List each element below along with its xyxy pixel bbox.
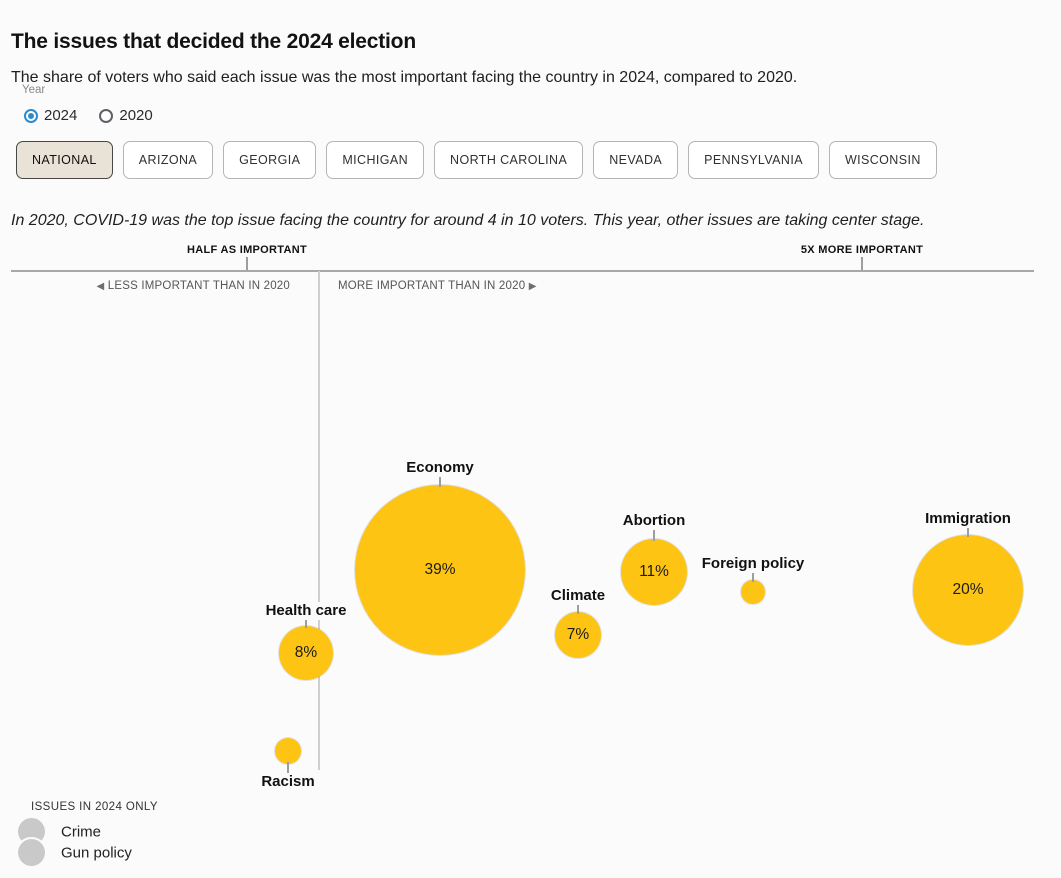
bubble-label-tick-immigration: [967, 528, 969, 537]
region-tab-bar: NATIONAL ARIZONA GEORGIA MICHIGAN NORTH CARO…: [16, 141, 937, 179]
radio-year-2020[interactable]: 2020: [99, 107, 153, 124]
bubble-abortion[interactable]: [621, 539, 687, 605]
radio-label: 2020: [119, 107, 153, 124]
bubble-health-care[interactable]: [279, 626, 333, 680]
bubble-economy[interactable]: [355, 485, 525, 655]
tab-arizona[interactable]: ARIZONA: [122, 141, 214, 179]
x-axis-line: [11, 270, 1034, 272]
bubble-label-abortion: Abortion: [619, 512, 689, 530]
legend-swatch-gun-policy: [18, 839, 45, 866]
page-subtitle: The share of voters who said each issue …: [11, 69, 798, 86]
year-control-label: Year: [22, 84, 46, 96]
page-title: The issues that decided the 2024 electio…: [11, 30, 416, 54]
bubble-label-climate: Climate: [547, 587, 609, 605]
bubble-chart: ◀ LESS IMPORTANT THAN IN 2020 MORE IMPOR…: [0, 230, 1061, 878]
bubble-label-racism: Racism: [258, 773, 318, 791]
baseline-divider: [318, 271, 320, 770]
bubble-value-immigration: 20%: [952, 581, 984, 598]
bubble-label-tick-climate: [577, 605, 579, 614]
bubble-value-climate: 7%: [566, 626, 590, 643]
bubble-label-tick-health-care: [305, 620, 307, 628]
year-radio-group: 2024 2020: [24, 107, 153, 124]
bubble-label-health-care: Health care: [262, 602, 350, 620]
axis-direction-left-label: LESS IMPORTANT THAN IN 2020: [107, 280, 290, 292]
radio-year-2024[interactable]: 2024: [24, 107, 77, 124]
bubble-immigration[interactable]: [913, 535, 1023, 645]
bubble-label-immigration: Immigration: [922, 510, 1014, 528]
bubble-label-tick-foreign-policy: [752, 573, 754, 582]
radio-label: 2024: [44, 107, 78, 124]
bubble-climate[interactable]: [555, 612, 601, 658]
axis-scale-label-5x-more-important: 5X MORE IMPORTANT: [800, 244, 924, 256]
legend-label-crime: Crime: [61, 823, 101, 840]
axis-direction-right: MORE IMPORTANT THAN IN 2020 ▶: [338, 280, 537, 292]
bubble-value-economy: 39%: [424, 561, 456, 578]
bubble-racism[interactable]: [275, 738, 301, 764]
bubble-value-abortion: 11%: [639, 563, 669, 580]
axis-scale-tick: [246, 257, 248, 270]
axis-direction-right-label: MORE IMPORTANT THAN IN 2020: [338, 280, 526, 292]
bubble-label-foreign-policy: Foreign policy: [698, 555, 808, 573]
axis-scale-label-half-as-important: HALF AS IMPORTANT: [187, 244, 307, 256]
bubble-label-tick-racism: [287, 762, 289, 773]
radio-unselected-icon[interactable]: [99, 108, 114, 123]
tab-michigan[interactable]: MICHIGAN: [326, 141, 425, 179]
tab-georgia[interactable]: GEORGIA: [223, 141, 317, 179]
bubble-label-tick-economy: [439, 477, 441, 487]
legend-title: ISSUES IN 2024 ONLY: [31, 801, 158, 813]
tab-national[interactable]: NATIONAL: [16, 141, 113, 179]
left-arrow-icon: ◀: [96, 281, 105, 292]
tab-nevada[interactable]: NEVADA: [593, 141, 679, 179]
axis-direction-left: ◀ LESS IMPORTANT THAN IN 2020: [0, 280, 290, 292]
tab-wisconsin[interactable]: WISCONSIN: [828, 141, 937, 179]
right-arrow-icon: ▶: [528, 281, 537, 292]
bubble-foreign-policy[interactable]: [741, 580, 765, 604]
bubble-label-economy: Economy: [403, 459, 477, 477]
tab-pennsylvania[interactable]: PENNSYLVANIA: [688, 141, 819, 179]
tab-north-carolina[interactable]: NORTH CAROLINA: [434, 141, 584, 179]
chart-annotation: In 2020, COVID-19 was the top issue faci…: [11, 212, 925, 229]
axis-scale-tick: [861, 257, 863, 270]
bubble-label-tick-abortion: [653, 530, 655, 541]
radio-selected-icon[interactable]: [24, 108, 38, 123]
bubble-value-health-care: 8%: [294, 644, 318, 661]
legend-label-gun-policy: Gun policy: [61, 844, 132, 861]
